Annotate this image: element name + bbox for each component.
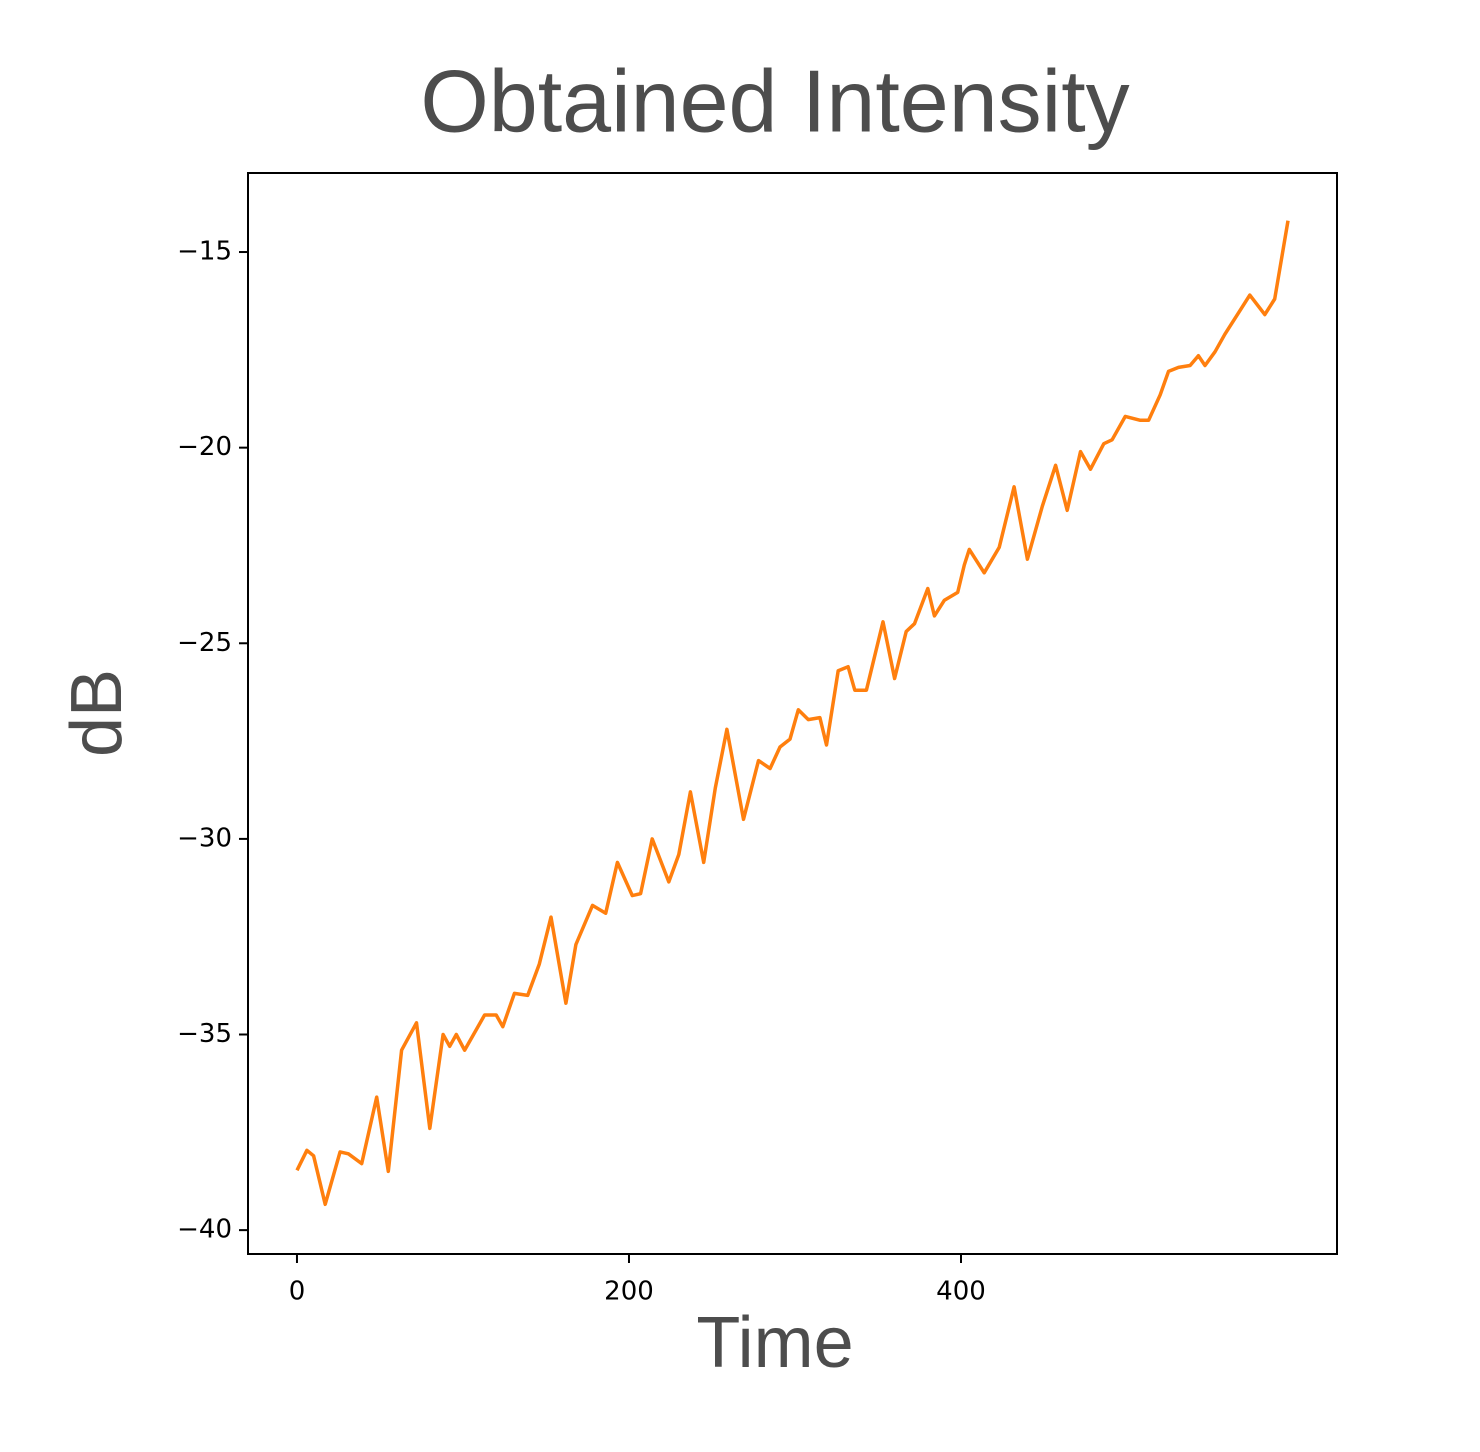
y-tick-label: −25	[177, 628, 232, 658]
y-axis-label: dB	[57, 669, 137, 757]
y-tick-label: −30	[177, 823, 232, 853]
plot-frame	[247, 172, 1338, 1255]
x-axis-label: Time	[696, 1303, 853, 1383]
data-line	[295, 220, 1290, 1207]
y-tick-label: −40	[177, 1215, 232, 1245]
x-tick-label: 0	[289, 1277, 306, 1307]
x-tick-label: 200	[604, 1277, 654, 1307]
y-tick-label: −20	[177, 432, 232, 462]
y-tick-label: −35	[177, 1019, 232, 1049]
y-tick-label: −15	[177, 237, 232, 267]
x-tick-label: 400	[936, 1277, 986, 1307]
chart-title: Obtained Intensity	[420, 51, 1129, 150]
